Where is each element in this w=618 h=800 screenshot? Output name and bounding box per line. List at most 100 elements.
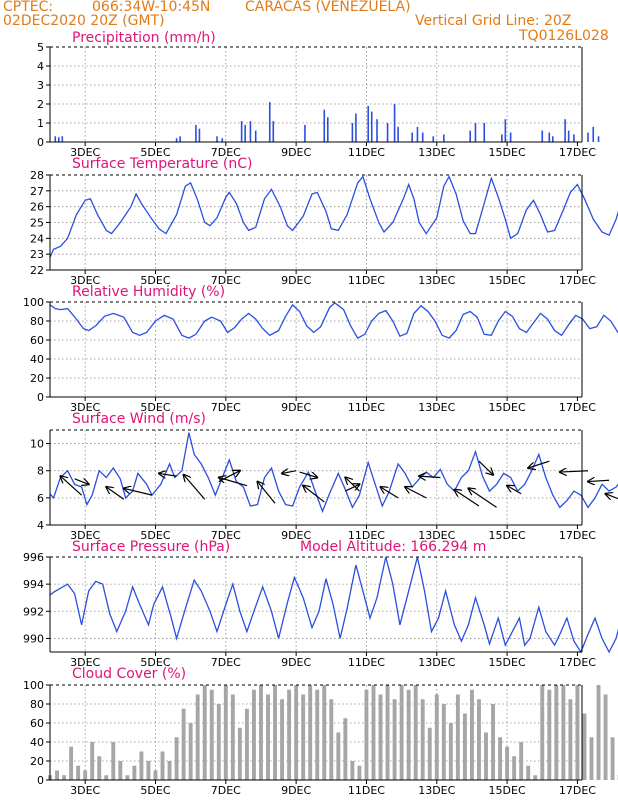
cloud-bar <box>378 694 383 780</box>
precip-bar <box>355 113 357 142</box>
cloud-xtick-label: 7DEC <box>211 784 241 797</box>
cloud-bar <box>399 685 404 780</box>
cloud-bar <box>554 685 559 780</box>
pressure-xtick-label: 3DEC <box>70 656 100 669</box>
cloud-bar <box>413 685 418 780</box>
precip-bar <box>61 136 64 142</box>
precip-bar <box>351 123 354 142</box>
precip-bar <box>573 134 575 142</box>
cloud-ytick-label: 20 <box>30 755 44 768</box>
rh-xtick-label: 9DEC <box>281 401 311 414</box>
wind-vector-arrow <box>454 490 480 507</box>
cloud-bar <box>561 685 566 780</box>
pressure-xtick-label: 5DEC <box>140 656 170 669</box>
wind-vector-arrow <box>468 488 497 508</box>
temp-xtick-label: 17DEC <box>559 274 596 287</box>
cloud-bar <box>237 727 242 780</box>
wind-vector-arrow <box>74 479 89 484</box>
wind-vector-arrow <box>405 487 427 499</box>
precip-bar <box>483 123 486 142</box>
cloud-xtick-label: 5DEC <box>140 784 170 797</box>
precip-bar <box>249 121 252 142</box>
cloud-ytick-label: 100 <box>23 679 44 692</box>
cloud-bar <box>322 685 327 780</box>
cloud-bar <box>505 746 510 780</box>
rh-ytick-label: 80 <box>30 315 44 328</box>
precip-bar <box>432 136 435 142</box>
cloud-bar <box>420 699 425 780</box>
cloud-xtick-label: 9DEC <box>281 784 311 797</box>
cloud-bar <box>202 685 207 780</box>
cloud-bar <box>76 765 81 780</box>
cloud-bar <box>427 727 432 780</box>
temp-xtick-label: 11DEC <box>348 274 385 287</box>
pressure-ytick-label: 994 <box>23 578 44 591</box>
header-grid-note: Vertical Grid Line: 20Z <box>415 13 571 29</box>
cloud-bar <box>160 751 165 780</box>
temp-ytick-label: 25 <box>30 217 44 230</box>
wind-vector-arrow <box>282 471 297 474</box>
cloud-bar <box>596 685 601 780</box>
cloud-bar <box>533 775 538 780</box>
temp-ytick-label: 28 <box>30 169 44 182</box>
precip-ytick-label: 5 <box>37 41 44 54</box>
wind-vector-arrow <box>218 471 240 483</box>
precip-xtick-label: 11DEC <box>348 146 385 159</box>
cloud-bar <box>266 694 270 780</box>
pressure-xtick-label: 13DEC <box>418 656 455 669</box>
wind-vector-arrow <box>257 482 276 504</box>
precip-ytick-label: 3 <box>37 79 44 92</box>
cloud-bar <box>519 742 524 780</box>
header-model-id: TQ0126L028 <box>518 28 609 44</box>
rh-ytick-label: 60 <box>30 334 44 347</box>
cloud-bar <box>216 704 221 780</box>
precip-bar <box>216 136 218 142</box>
wind-vector-arrow <box>219 478 248 487</box>
header-date: 02DEC2020 20Z (GMT) <box>3 13 165 29</box>
cloud-bar <box>315 689 320 780</box>
header-coords: 066:34W-10:45N <box>92 0 210 15</box>
precip-bar <box>323 109 326 142</box>
wind-xtick-label: 5DEC <box>140 529 170 542</box>
precip-xtick-label: 9DEC <box>281 146 311 159</box>
precip-bar <box>326 117 329 142</box>
wind-vector-arrow <box>345 478 360 492</box>
precip-bar <box>221 138 224 142</box>
wind-vector-arrow <box>606 494 618 505</box>
cloud-bar <box>308 685 313 780</box>
pressure-xtick-label: 11DEC <box>348 656 385 669</box>
wind-vector-arrow <box>381 487 399 499</box>
cloud-ytick-label: 80 <box>30 698 44 711</box>
precip-bar <box>254 130 257 142</box>
precip-ytick-label: 0 <box>37 136 44 149</box>
rh-xtick-label: 7DEC <box>211 401 241 414</box>
precip-bar <box>587 132 589 142</box>
cloud-bar <box>462 713 467 780</box>
rh-series-line <box>49 302 618 339</box>
temp-xtick-label: 13DEC <box>418 274 455 287</box>
cloud-bar <box>230 694 235 780</box>
cloud-title: Cloud Cover (%) <box>72 666 186 682</box>
precip-bar <box>272 121 275 142</box>
precip-bar <box>240 121 243 142</box>
cloud-xtick-label: 3DEC <box>70 784 100 797</box>
wind-xtick-label: 7DEC <box>211 529 241 542</box>
cloud-bar <box>336 732 341 780</box>
wind-panel: Surface Wind (m/s) 4 6 8 10 3DEC 5DEC 7DEC 9DEC 1… <box>30 411 618 542</box>
cloud-bar <box>343 718 348 780</box>
rh-title: Relative Humidity (%) <box>72 284 225 300</box>
cloud-bar <box>251 689 256 780</box>
precip-bar <box>567 130 570 142</box>
temp-xtick-label: 5DEC <box>140 274 170 287</box>
rh-xtick-label: 17DEC <box>559 401 596 414</box>
precip-bar <box>443 134 445 142</box>
pressure-panel: Surface Pressure (hPa) Model Altitude: 16… <box>23 539 618 669</box>
cloud-bar <box>181 708 186 780</box>
wind-vector-arrow <box>560 471 589 472</box>
wind-title: Surface Wind (m/s) <box>72 411 206 427</box>
wind-vector-arrow <box>345 484 359 492</box>
precip-bar <box>552 136 554 142</box>
wind-series-line <box>49 432 618 514</box>
rh-ytick-label: 100 <box>23 296 44 309</box>
precip-bar <box>597 136 600 142</box>
